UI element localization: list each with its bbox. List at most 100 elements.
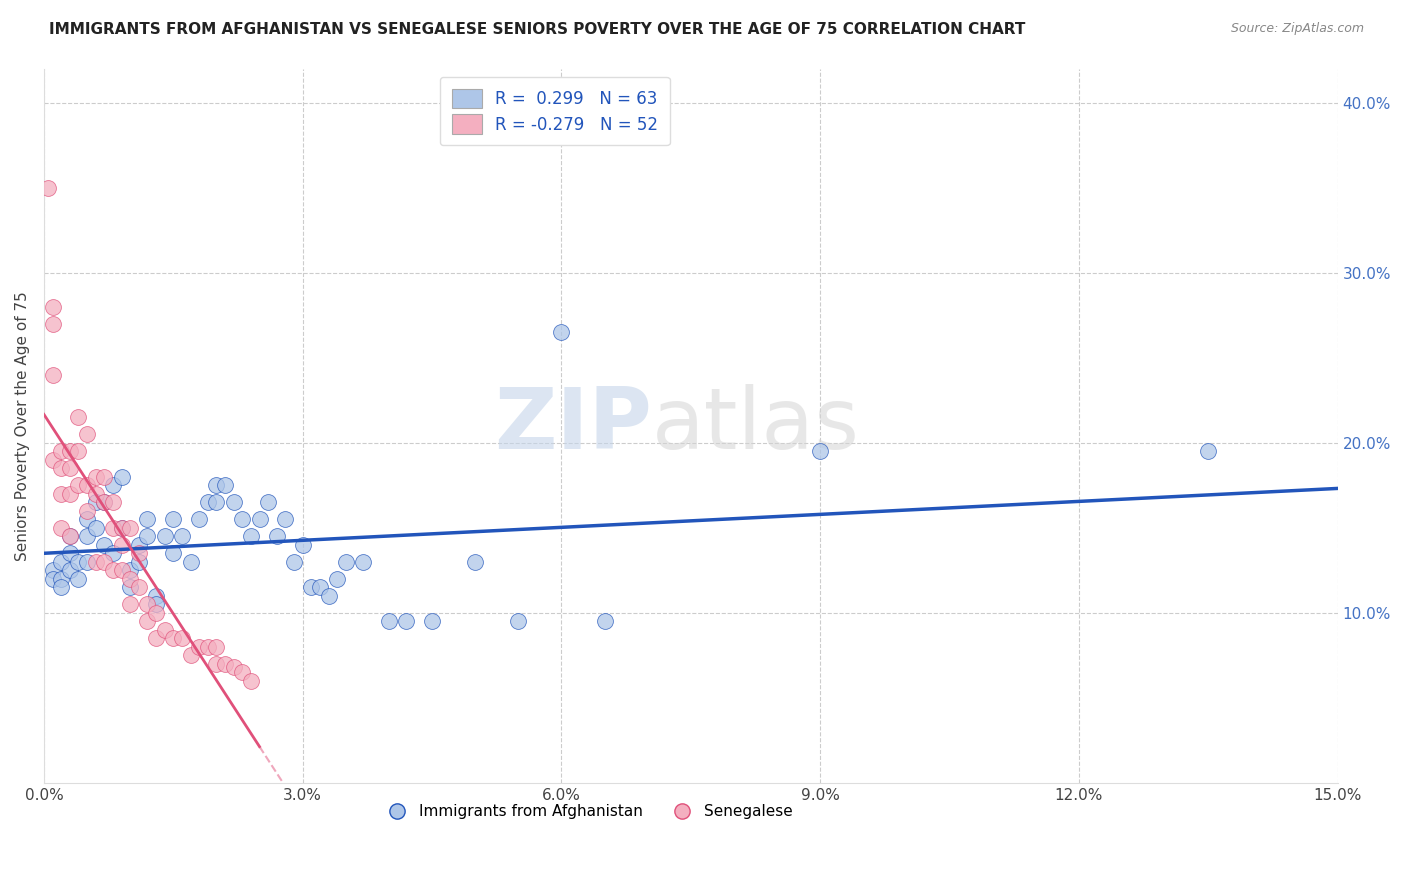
Point [59, 529, 82, 543]
Point [1197, 444, 1219, 458]
Point [49, 555, 72, 569]
Point [67, 444, 90, 458]
Point [214, 657, 236, 671]
Point [59, 487, 82, 501]
Y-axis label: Seniors Poverty Over the Age of 75: Seniors Poverty Over the Age of 75 [15, 291, 30, 561]
Point [76, 555, 98, 569]
Point [153, 529, 176, 543]
Point [180, 555, 202, 569]
Text: atlas: atlas [652, 384, 860, 467]
Point [136, 512, 159, 526]
Point [41, 572, 63, 586]
Point [110, 470, 132, 484]
Point [188, 640, 211, 654]
Point [101, 521, 124, 535]
Point [49, 581, 72, 595]
Point [128, 546, 150, 560]
Point [41, 368, 63, 382]
Point [283, 555, 305, 569]
Text: ZIP: ZIP [494, 384, 652, 467]
Point [59, 444, 82, 458]
Point [170, 632, 193, 646]
Point [84, 487, 107, 501]
Point [231, 665, 253, 680]
Point [550, 325, 572, 339]
Point [318, 589, 340, 603]
Point [197, 495, 219, 509]
Point [249, 512, 271, 526]
Point [41, 452, 63, 467]
Point [162, 546, 184, 560]
Point [162, 632, 184, 646]
Point [93, 555, 115, 569]
Point [266, 529, 288, 543]
Point [41, 563, 63, 577]
Point [309, 581, 332, 595]
Point [76, 478, 98, 492]
Point [136, 598, 159, 612]
Point [76, 427, 98, 442]
Point [76, 504, 98, 518]
Point [110, 521, 132, 535]
Point [120, 598, 142, 612]
Point [101, 546, 124, 560]
Point [41, 300, 63, 314]
Point [67, 572, 90, 586]
Point [464, 555, 486, 569]
Text: Source: ZipAtlas.com: Source: ZipAtlas.com [1230, 22, 1364, 36]
Point [222, 495, 245, 509]
Point [93, 470, 115, 484]
Point [145, 606, 167, 620]
Point [76, 512, 98, 526]
Point [84, 495, 107, 509]
Point [101, 495, 124, 509]
Point [508, 615, 530, 629]
Point [170, 529, 193, 543]
Point [299, 581, 322, 595]
Point [49, 521, 72, 535]
Point [128, 581, 150, 595]
Point [76, 529, 98, 543]
Point [84, 521, 107, 535]
Point [101, 478, 124, 492]
Point [128, 555, 150, 569]
Point [49, 487, 72, 501]
Point [59, 461, 82, 475]
Point [231, 512, 253, 526]
Point [120, 563, 142, 577]
Point [49, 572, 72, 586]
Point [205, 478, 228, 492]
Point [67, 478, 90, 492]
Point [593, 615, 616, 629]
Point [180, 648, 202, 663]
Point [136, 615, 159, 629]
Point [145, 589, 167, 603]
Point [49, 444, 72, 458]
Point [395, 615, 418, 629]
Point [49, 461, 72, 475]
Point [59, 529, 82, 543]
Point [335, 555, 357, 569]
Point [205, 657, 228, 671]
Point [59, 546, 82, 560]
Point [84, 470, 107, 484]
Point [378, 615, 401, 629]
Point [110, 538, 132, 552]
Point [120, 521, 142, 535]
Text: IMMIGRANTS FROM AFGHANISTAN VS SENEGALESE SENIORS POVERTY OVER THE AGE OF 75 COR: IMMIGRANTS FROM AFGHANISTAN VS SENEGALES… [49, 22, 1025, 37]
Point [274, 512, 297, 526]
Point [291, 538, 314, 552]
Point [153, 623, 176, 637]
Point [120, 581, 142, 595]
Point [93, 538, 115, 552]
Point [110, 563, 132, 577]
Point [205, 640, 228, 654]
Point [93, 495, 115, 509]
Point [239, 673, 262, 688]
Point [59, 563, 82, 577]
Point [808, 444, 831, 458]
Point [110, 521, 132, 535]
Point [197, 640, 219, 654]
Point [188, 512, 211, 526]
Point [420, 615, 443, 629]
